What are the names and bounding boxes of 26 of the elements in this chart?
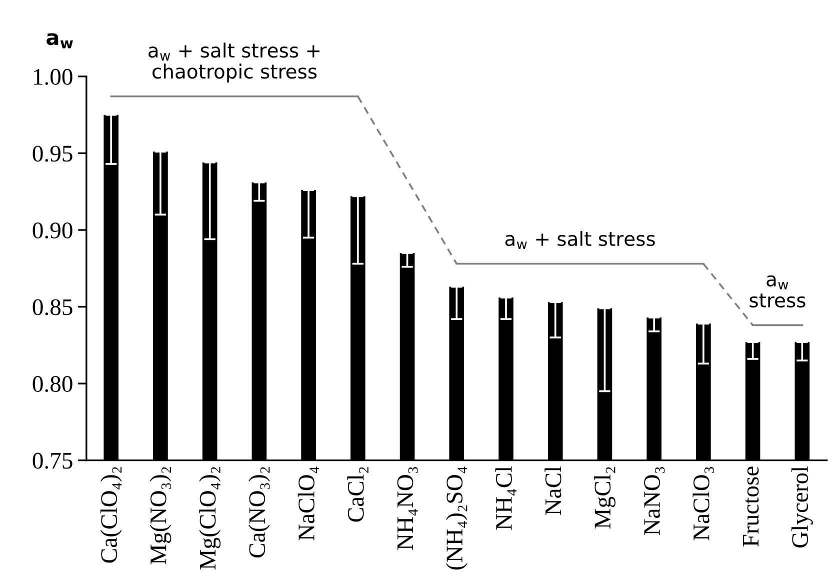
- y-tick-label: 0.90: [32, 222, 72, 239]
- y-tick-label: 0.75: [32, 452, 72, 469]
- x-tick-label: NH₄Cl: [495, 466, 516, 530]
- y-tick-label: 0.95: [32, 146, 72, 162]
- x-tick-label: (NH₄)₂SO₄: [446, 466, 468, 570]
- annotation: a$_{w}$ stress: [750, 275, 806, 308]
- x-tick-label: Mg(NO₃)₂: [150, 467, 172, 564]
- x-tick-label: NaCl: [544, 466, 562, 516]
- x-tick-label: CaCl₂: [347, 467, 368, 522]
- x-tick-label: Mg(ClO₄)₂: [199, 467, 221, 570]
- text: a$_{w}$: [46, 33, 73, 48]
- x-tick-label: NaNO₃: [644, 467, 665, 536]
- x-tick-label: Ca(NO₃)₂: [248, 467, 270, 558]
- annotation: a$_{w}$ + salt stress + chaotropic stress: [148, 42, 320, 82]
- x-tick-label: Glycerol: [791, 466, 813, 548]
- x-tick-label: NaClO₃: [692, 467, 714, 540]
- x-tick-label: NaClO₄: [298, 466, 320, 540]
- text: + salt stress: [536, 231, 655, 246]
- y-tick-label: 0.80: [32, 376, 72, 392]
- x-tick-label: Ca(ClO₄)₂: [100, 467, 122, 563]
- y-tick-label: 0.85: [32, 299, 72, 316]
- y-axis-title: a$_{w}$: [505, 234, 527, 250]
- x-tick-label: NH₄NO₃: [397, 467, 418, 550]
- x-tick-label: MgCl₂: [594, 467, 616, 529]
- x-tick-label: Fructose: [743, 466, 759, 546]
- y-tick-label: 1.00: [34, 68, 72, 85]
